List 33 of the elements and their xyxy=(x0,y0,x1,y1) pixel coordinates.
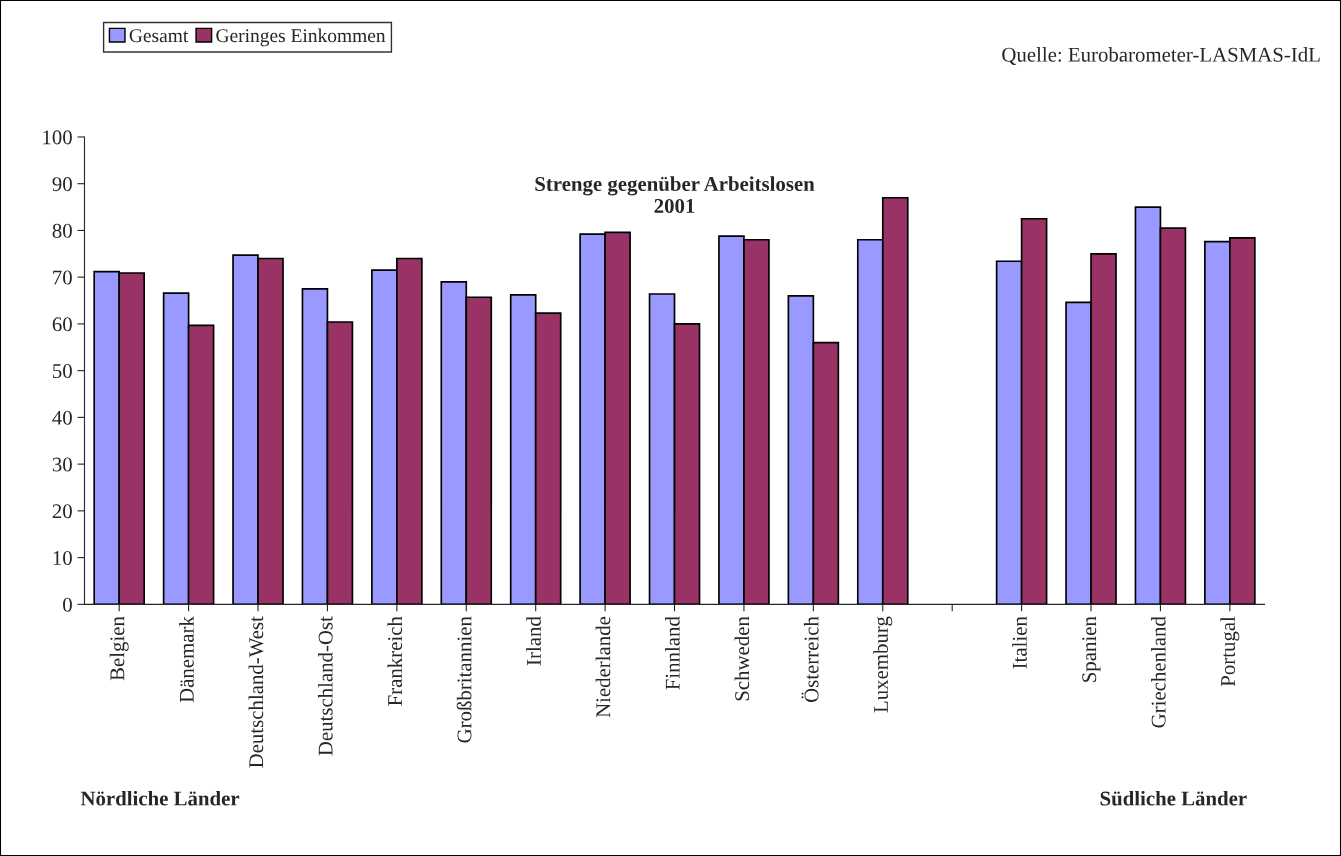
text: Südliche Länder xyxy=(1100,790,1247,806)
x-tick-label: Dänemark xyxy=(179,616,194,703)
y-tick-label: 70 xyxy=(53,270,72,285)
x-tick-label: Luxemburg xyxy=(873,616,893,713)
y-tick-label: 60 xyxy=(52,317,72,332)
x-tick-label: Österreich xyxy=(801,616,819,703)
x-tick-label: Deutschland-West xyxy=(248,616,264,768)
y-tick-label: 100 xyxy=(43,130,72,145)
x-tick-label: Italien xyxy=(1012,616,1027,669)
legend-label: Gesamt xyxy=(129,29,189,43)
x-tick-label: Belgien xyxy=(109,616,129,681)
y-tick-label: 10 xyxy=(53,550,72,566)
y-tick-label: 0 xyxy=(63,597,72,612)
x-tick-label: Frankreich xyxy=(387,616,403,706)
x-tick-label: Irland xyxy=(526,616,541,666)
x-tick-label: Spanien xyxy=(1082,616,1101,682)
x-tick-label: Schweden xyxy=(734,616,750,701)
x-tick-label: Griechenland xyxy=(1150,616,1166,728)
text: Strenge gegenüber Arbeitslosen 2001 xyxy=(535,176,815,213)
x-tick-label: Deutschland-Ost xyxy=(317,616,333,756)
x-tick-label: Finnland xyxy=(665,616,680,690)
x-tick-label: Niederlande xyxy=(595,616,611,718)
y-tick-label: 50 xyxy=(53,364,72,379)
y-tick-label: 40 xyxy=(52,410,72,425)
x-tick-label: Großbritannien xyxy=(456,616,472,743)
y-tick-label: 30 xyxy=(52,457,72,472)
y-tick-label: 20 xyxy=(52,504,72,519)
y-tick-label: 90 xyxy=(52,177,72,192)
x-tick-label: Portugal xyxy=(1220,616,1240,687)
source-note: Quelle: Eurobarometer-LASMAS-IdL xyxy=(1002,47,1320,65)
text: Nördliche Länder xyxy=(80,790,240,806)
legend-label: Geringes Einkommen xyxy=(216,28,386,47)
y-tick-label: 80 xyxy=(52,223,72,238)
